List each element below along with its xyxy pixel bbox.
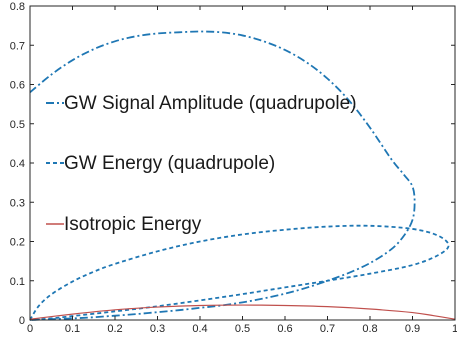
x-tick-label: 0.5 bbox=[235, 323, 250, 335]
y-axis-ticks: 0 0.1 0.2 0.3 0.4 0.5 0.6 0.7 0.8 bbox=[10, 1, 455, 327]
x-tick-label: 0.8 bbox=[362, 323, 377, 335]
x-tick-label: 0.9 bbox=[405, 323, 420, 335]
y-tick-label: 0.8 bbox=[10, 1, 25, 13]
x-tick-label: 0.7 bbox=[320, 323, 335, 335]
legend-label-gw-energy: GW Energy (quadrupole) bbox=[64, 153, 275, 174]
y-tick-label: 0.7 bbox=[10, 40, 25, 52]
y-tick-label: 0.2 bbox=[10, 237, 25, 249]
x-tick-label: 0.3 bbox=[150, 323, 165, 335]
x-tick-label: 1 bbox=[452, 323, 457, 335]
x-axis-ticks: 0 0.1 0.2 0.3 0.4 0.5 0.6 0.7 0.8 0.9 1 bbox=[27, 6, 457, 335]
y-tick-label: 0.3 bbox=[10, 197, 25, 209]
legend-label-isotropic-energy: Isotropic Energy bbox=[64, 214, 202, 235]
y-tick-label: 0.5 bbox=[10, 119, 25, 131]
legend: GW Signal Amplitude (quadrupole) GW Ener… bbox=[46, 93, 357, 235]
x-tick-label: 0 bbox=[27, 323, 33, 335]
y-tick-label: 0.1 bbox=[10, 276, 25, 288]
y-tick-label: 0 bbox=[19, 315, 25, 327]
series-layer bbox=[29, 30, 456, 321]
x-tick-label: 0.2 bbox=[107, 323, 122, 335]
series-line-gw-energy-quadrupole bbox=[29, 224, 450, 321]
x-tick-label: 0.4 bbox=[192, 323, 207, 335]
y-tick-label: 0.6 bbox=[10, 80, 25, 92]
plot-background bbox=[30, 6, 455, 320]
y-tick-label: 0.4 bbox=[10, 158, 25, 170]
series-line-isotropic-energy bbox=[29, 304, 456, 320]
x-tick-label: 0.6 bbox=[277, 323, 292, 335]
x-tick-label: 0.1 bbox=[65, 323, 80, 335]
legend-label-gw-signal-amplitude: GW Signal Amplitude (quadrupole) bbox=[64, 93, 357, 114]
